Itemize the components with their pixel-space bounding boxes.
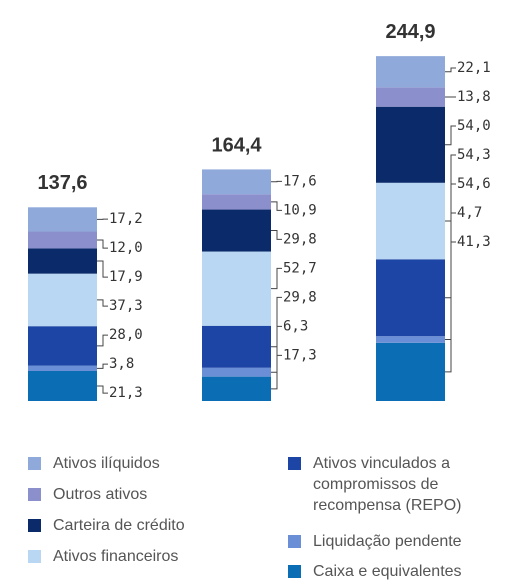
legend-label: Ativos vinculados a compromissos de reco… — [313, 455, 462, 514]
segment-label: 21,3 — [109, 385, 143, 401]
segment-label: 17,3 — [283, 347, 317, 363]
legend-item: Outros ativos — [28, 484, 278, 505]
segment-label: 28,0 — [109, 327, 143, 343]
legend-swatch — [288, 457, 301, 470]
legend-label: Liquidação pendente — [313, 533, 462, 550]
segment-label: 29,8 — [283, 231, 317, 247]
segment-label: 41,3 — [457, 234, 491, 250]
total-label: 137,6 — [37, 172, 87, 194]
legend-item: Ativos vinculados a compromissos de reco… — [288, 453, 508, 516]
bar-segment — [376, 342, 445, 401]
legend-swatch — [288, 535, 301, 548]
segment-label: 54,3 — [457, 147, 491, 163]
bar-segment — [28, 207, 97, 232]
legend-label: Outros ativos — [53, 486, 148, 503]
legend-item: Caixa e equivalentes — [288, 561, 508, 582]
bar-segment — [376, 259, 445, 337]
segment-label: 29,8 — [283, 289, 317, 305]
leader-line — [97, 334, 108, 347]
segment-label: 54,6 — [457, 176, 491, 192]
segment-label: 22,1 — [457, 60, 491, 76]
legend-swatch — [288, 565, 301, 578]
legend-item: Carteira de crédito — [28, 515, 278, 536]
bar-segment — [376, 182, 445, 260]
total-label: 244,9 — [385, 21, 435, 43]
segment-label: 37,3 — [109, 298, 143, 314]
segment-label: 10,9 — [283, 202, 317, 218]
bar-segment — [28, 370, 97, 401]
bar-segment — [28, 231, 97, 249]
bar-segment — [376, 87, 445, 107]
bar-segment — [202, 169, 271, 195]
segment-label: 4,7 — [457, 205, 482, 221]
leader-line — [97, 363, 108, 369]
legend-item: Ativos ilíquidos — [28, 453, 278, 474]
legend-swatch — [28, 488, 41, 501]
segment-label: 17,9 — [109, 269, 143, 285]
legend-label: Ativos financeiros — [53, 548, 179, 565]
leader-line — [97, 260, 108, 278]
bar-segment — [202, 367, 271, 377]
legend-label: Carteira de crédito — [53, 517, 185, 534]
bar-segment — [376, 106, 445, 183]
legend-swatch — [28, 457, 41, 470]
segment-label: 17,2 — [109, 211, 143, 227]
segment-label: 52,7 — [283, 260, 317, 276]
leader-line — [97, 299, 108, 307]
segment-label: 12,0 — [109, 240, 143, 256]
bar-segment — [202, 251, 271, 326]
bar-segment — [202, 376, 271, 401]
leader-line — [445, 241, 456, 373]
bar-segment — [28, 326, 97, 366]
bar-segment — [376, 336, 445, 343]
legend-label: Ativos ilíquidos — [53, 455, 160, 472]
segment-label: 13,8 — [457, 89, 491, 105]
segment-label: 3,8 — [109, 356, 134, 372]
legend-label: Caixa e equivalentes — [313, 563, 462, 580]
bar-segment — [28, 273, 97, 327]
leader-line — [271, 267, 282, 290]
legend-swatch — [28, 519, 41, 532]
chart-plot: 137,6 17,2 12,0 17,9 37,3 28,0 3,8 21,3 164,4 17,… — [28, 21, 491, 401]
total-label: 164,4 — [211, 134, 262, 156]
leader-line — [271, 230, 282, 240]
segment-label: 17,6 — [283, 173, 317, 189]
bar-segment — [202, 194, 271, 210]
bar-segment — [376, 56, 445, 88]
legend-item: Liquidação pendente — [288, 531, 508, 552]
leader-line — [271, 325, 282, 373]
leader-line — [271, 201, 282, 211]
leader-line — [445, 67, 456, 73]
segment-label: 54,0 — [457, 118, 491, 134]
leader-line — [271, 354, 282, 390]
legend-swatch — [28, 550, 41, 563]
leader-line — [97, 385, 108, 394]
bar-segment — [202, 209, 271, 252]
leader-line — [271, 296, 282, 348]
segment-label: 6,3 — [283, 318, 308, 334]
bar-segment — [28, 365, 97, 371]
leader-line — [97, 239, 108, 249]
legend-item: Ativos financeiros — [28, 546, 278, 567]
bar-segment — [202, 325, 271, 368]
bar-segment — [28, 248, 97, 274]
leader-line — [445, 125, 456, 146]
